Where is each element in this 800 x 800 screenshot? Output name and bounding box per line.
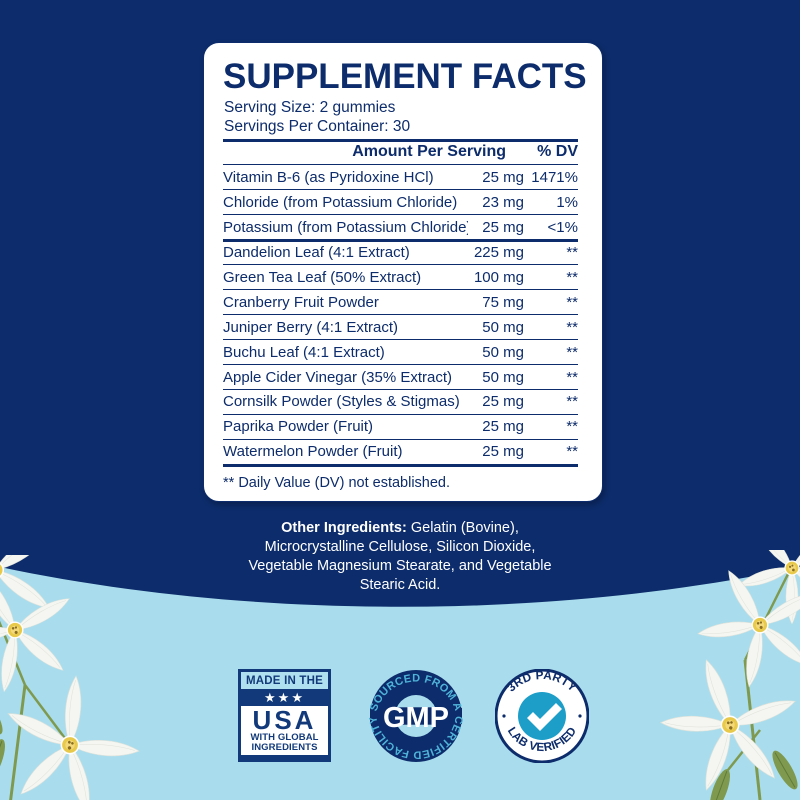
svg-text:GMP: GMP	[383, 702, 449, 734]
